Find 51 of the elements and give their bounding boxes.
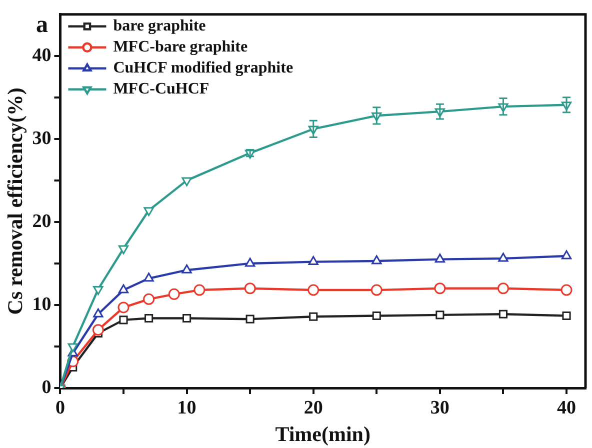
point bbox=[434, 282, 446, 294]
point bbox=[182, 264, 192, 274]
point bbox=[497, 282, 509, 294]
y-axis-title: Cs removal efficiency(%) bbox=[3, 88, 28, 315]
point bbox=[143, 293, 155, 305]
x-tick-label: 30 bbox=[430, 397, 450, 418]
point bbox=[498, 310, 508, 318]
x-tick-label: 10 bbox=[177, 397, 196, 418]
legend-label: MFC-CuHCF bbox=[113, 80, 210, 98]
point bbox=[182, 177, 192, 186]
x-tick-label: 40 bbox=[557, 397, 576, 418]
x-axis-title: Time(min) bbox=[275, 422, 370, 446]
point bbox=[244, 282, 256, 294]
legend-label: CuHCF modified graphite bbox=[113, 60, 294, 77]
x-tick-label: 0 bbox=[55, 397, 65, 418]
x-tick-label: 20 bbox=[304, 397, 323, 418]
point bbox=[309, 312, 318, 321]
text: a bbox=[36, 12, 48, 38]
legend-label: MFC-bare graphite bbox=[113, 38, 248, 56]
point bbox=[194, 284, 206, 296]
point bbox=[308, 284, 320, 296]
point bbox=[372, 311, 381, 320]
point bbox=[93, 308, 104, 318]
point bbox=[246, 314, 254, 324]
point bbox=[562, 311, 571, 320]
point bbox=[144, 314, 154, 323]
point bbox=[182, 314, 192, 323]
point bbox=[144, 272, 154, 282]
y-tick-label: 30 bbox=[32, 128, 52, 149]
point bbox=[434, 254, 446, 263]
point bbox=[561, 250, 572, 260]
y-tick-label: 10 bbox=[32, 294, 52, 315]
point bbox=[168, 288, 180, 300]
point bbox=[372, 255, 382, 264]
point bbox=[92, 324, 104, 336]
point bbox=[498, 252, 508, 262]
point bbox=[436, 310, 444, 320]
point bbox=[118, 302, 130, 314]
point bbox=[119, 316, 128, 324]
legend-label: bare graphite bbox=[113, 18, 206, 35]
point bbox=[144, 207, 154, 216]
point bbox=[93, 286, 104, 295]
point bbox=[370, 284, 382, 296]
y-tick-label: 40 bbox=[32, 44, 52, 66]
point bbox=[560, 284, 572, 296]
y-tick-label: 0 bbox=[42, 376, 52, 398]
y-tick-label: 20 bbox=[32, 210, 52, 232]
point bbox=[118, 245, 129, 254]
point bbox=[308, 256, 318, 266]
point bbox=[244, 258, 256, 267]
point bbox=[118, 284, 129, 294]
